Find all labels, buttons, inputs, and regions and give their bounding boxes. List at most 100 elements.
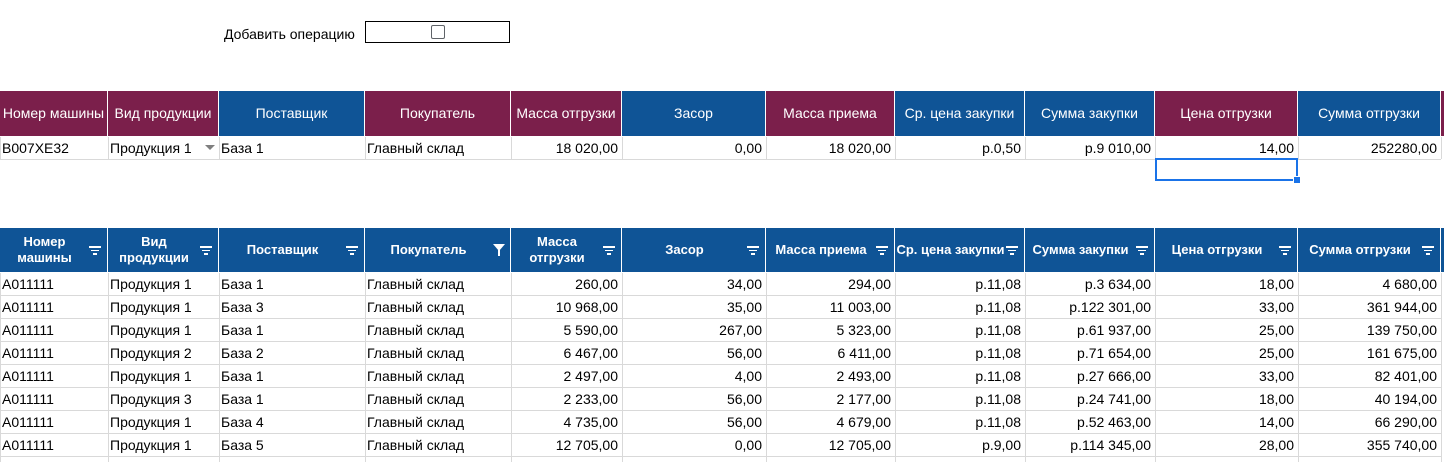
entry-cell-buyer[interactable]: Главный склад [367, 140, 465, 156]
cell-avg-purchase-price[interactable]: р.11,08 [975, 276, 1021, 292]
table-header-avg-purchase-price[interactable]: Ср. цена закупки [895, 228, 1024, 272]
cell-car-number[interactable]: А011111 [2, 322, 54, 338]
filter-icon[interactable] [1279, 245, 1291, 255]
cell-shipment-price[interactable]: 18,00 [1258, 276, 1294, 292]
filter-icon[interactable] [603, 245, 615, 255]
cell-avg-purchase-price[interactable]: р.11,08 [975, 368, 1021, 384]
cell-car-number[interactable]: А011111 [2, 368, 54, 384]
cell-shipment-sum[interactable]: 82 401,00 [1374, 368, 1437, 384]
cell-avg-purchase-price[interactable]: р.11,08 [975, 391, 1021, 407]
cell-product-type[interactable]: Продукция 1 [110, 322, 192, 338]
cell-purchase-sum[interactable]: р.114 345,00 [1070, 437, 1151, 453]
table-header-received-mass[interactable]: Масса приема [766, 228, 894, 272]
cell-product-type[interactable]: Продукция 1 [110, 414, 192, 430]
cell-buyer[interactable]: Главный склад [367, 368, 465, 384]
entry-cell-product-type[interactable]: Продукция 1 [110, 140, 192, 156]
cell-purchase-sum[interactable]: р.24 741,00 [1077, 391, 1151, 407]
entry-cell-shipment-sum[interactable]: 252280,00 [1370, 140, 1437, 156]
cell-impurity[interactable]: 0,00 [734, 437, 762, 453]
cell-shipment-price[interactable]: 18,00 [1258, 391, 1294, 407]
cell-supplier[interactable]: База 1 [221, 276, 264, 292]
entry-cell-shipment-price[interactable]: 14,00 [1258, 140, 1294, 156]
filter-icon[interactable] [1136, 245, 1148, 255]
cell-received-mass[interactable]: 5 323,00 [836, 322, 892, 338]
cell-shipment-sum[interactable]: 361 944,00 [1366, 299, 1437, 315]
cell-supplier[interactable]: База 3 [221, 299, 264, 315]
table-header-product-type[interactable]: Вид продукции [108, 228, 218, 272]
cell-car-number[interactable]: А011111 [2, 345, 54, 361]
cell-supplier[interactable]: База 1 [221, 322, 264, 338]
cell-purchase-sum[interactable]: р.52 463,00 [1077, 414, 1151, 430]
cell-buyer[interactable]: Главный склад [367, 276, 465, 292]
add-operation-cell[interactable] [365, 21, 510, 43]
entry-cell-car-number[interactable]: В007ХЕ32 [2, 140, 69, 156]
cell-shipment-mass[interactable]: 6 467,00 [563, 345, 619, 361]
cell-car-number[interactable]: А011111 [2, 414, 54, 430]
cell-supplier[interactable]: База 1 [221, 368, 264, 384]
cell-shipment-mass[interactable]: 2 497,00 [563, 368, 619, 384]
table-header-shipment-mass[interactable]: Масса отгрузки [511, 228, 621, 272]
cell-purchase-sum[interactable]: р.61 937,00 [1077, 322, 1151, 338]
cell-shipment-sum[interactable]: 66 290,00 [1374, 414, 1437, 430]
cell-shipment-price[interactable]: 25,00 [1258, 322, 1294, 338]
cell-shipment-mass[interactable]: 12 705,00 [555, 437, 618, 453]
cell-purchase-sum[interactable]: р.122 301,00 [1069, 299, 1151, 315]
cell-impurity[interactable]: 34,00 [726, 276, 762, 292]
funnel-active-icon[interactable] [493, 244, 505, 251]
table-header-car-number[interactable]: Номер машины [0, 228, 107, 272]
cell-selection[interactable] [1155, 158, 1298, 181]
cell-shipment-mass[interactable]: 260,00 [575, 276, 618, 292]
table-header-supplier[interactable]: Поставщик [219, 228, 364, 272]
cell-buyer[interactable]: Главный склад [367, 322, 465, 338]
checkbox-icon[interactable] [431, 25, 445, 39]
entry-cell-avg-purchase-price[interactable]: р.0,50 [982, 140, 1021, 156]
table-header-purchase-sum[interactable]: Сумма закупки [1025, 228, 1154, 272]
cell-buyer[interactable]: Главный склад [367, 391, 465, 407]
cell-shipment-price[interactable]: 33,00 [1258, 299, 1294, 315]
filter-icon[interactable] [89, 245, 101, 255]
entry-cell-impurity[interactable]: 0,00 [734, 140, 762, 156]
cell-shipment-sum[interactable]: 40 194,00 [1374, 391, 1437, 407]
entry-cell-received-mass[interactable]: 18 020,00 [828, 140, 891, 156]
cell-shipment-price[interactable]: 25,00 [1258, 345, 1294, 361]
cell-purchase-sum[interactable]: р.3 634,00 [1084, 276, 1151, 292]
cell-car-number[interactable]: А011111 [2, 437, 54, 453]
cell-supplier[interactable]: База 1 [221, 391, 264, 407]
cell-supplier[interactable]: База 5 [221, 437, 264, 453]
cell-impurity[interactable]: 4,00 [734, 368, 762, 384]
cell-received-mass[interactable]: 4 679,00 [836, 414, 892, 430]
cell-product-type[interactable]: Продукция 1 [110, 368, 192, 384]
cell-car-number[interactable]: А011111 [2, 276, 54, 292]
cell-shipment-mass[interactable]: 5 590,00 [563, 322, 619, 338]
cell-buyer[interactable]: Главный склад [367, 437, 465, 453]
filter-icon[interactable] [1006, 245, 1018, 255]
cell-shipment-sum[interactable]: 139 750,00 [1366, 322, 1437, 338]
cell-car-number[interactable]: А011111 [2, 391, 54, 407]
cell-product-type[interactable]: Продукция 1 [110, 299, 192, 315]
cell-shipment-mass[interactable]: 10 968,00 [555, 299, 618, 315]
cell-supplier[interactable]: База 2 [221, 345, 264, 361]
entry-cell-purchase-sum[interactable]: р.9 010,00 [1084, 140, 1151, 156]
filter-icon[interactable] [876, 245, 888, 255]
cell-shipment-price[interactable]: 33,00 [1258, 368, 1294, 384]
cell-impurity[interactable]: 35,00 [726, 299, 762, 315]
table-header-impurity[interactable]: Засор [622, 228, 765, 272]
cell-shipment-price[interactable]: 14,00 [1258, 414, 1294, 430]
entry-cell-supplier[interactable]: База 1 [221, 140, 264, 156]
cell-shipment-mass[interactable]: 4 735,00 [563, 414, 619, 430]
cell-shipment-mass[interactable]: 2 233,00 [563, 391, 619, 407]
cell-received-mass[interactable]: 2 177,00 [836, 391, 892, 407]
cell-supplier[interactable]: База 4 [221, 414, 264, 430]
cell-impurity[interactable]: 56,00 [726, 414, 762, 430]
cell-impurity[interactable]: 56,00 [726, 391, 762, 407]
cell-impurity[interactable]: 267,00 [719, 322, 762, 338]
cell-shipment-sum[interactable]: 355 740,00 [1366, 437, 1437, 453]
fill-handle[interactable] [1293, 176, 1301, 184]
cell-buyer[interactable]: Главный склад [367, 414, 465, 430]
cell-avg-purchase-price[interactable]: р.11,08 [975, 414, 1021, 430]
cell-avg-purchase-price[interactable]: р.11,08 [975, 345, 1021, 361]
table-header-buyer[interactable]: Покупатель [365, 228, 510, 272]
cell-car-number[interactable]: А011111 [2, 299, 54, 315]
cell-received-mass[interactable]: 294,00 [848, 276, 891, 292]
cell-received-mass[interactable]: 12 705,00 [828, 437, 891, 453]
